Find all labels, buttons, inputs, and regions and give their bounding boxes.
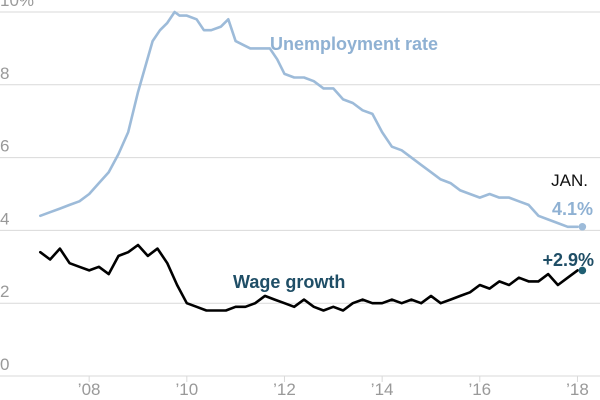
- unemployment-series-label: Unemployment rate: [270, 34, 438, 54]
- x-axis-ticks: ’08 ’10 ’12 ’14 ’16 ’18: [78, 376, 589, 399]
- y-axis-ticks: 0 2 4 6 8 10%: [0, 0, 34, 374]
- unemployment-rate-line: [38, 10, 579, 229]
- unemployment-end-value: 4.1%: [552, 199, 593, 219]
- x-tick-label: ’18: [566, 380, 589, 399]
- wage-growth-line: [38, 243, 579, 312]
- wage-end-marker: [578, 266, 587, 275]
- y-tick-label: 6: [0, 137, 9, 156]
- y-tick-label: 8: [0, 64, 9, 83]
- x-tick-label: ’10: [175, 380, 198, 399]
- month-label: JAN.: [551, 171, 588, 190]
- end-markers: [578, 222, 587, 275]
- x-tick-label: ’14: [371, 380, 394, 399]
- unemployment-end-marker: [578, 222, 587, 231]
- y-tick-label: 4: [0, 209, 9, 228]
- wage-end-value: +2.9%: [542, 250, 594, 270]
- wage-series-label: Wage growth: [233, 272, 345, 292]
- grid-lines: [0, 11, 600, 377]
- x-tick-label: ’16: [468, 380, 491, 399]
- x-tick-label: ’12: [273, 380, 296, 399]
- series-lines: [38, 10, 579, 312]
- y-tick-label: 2: [0, 282, 9, 301]
- y-tick-label: 10%: [0, 0, 34, 10]
- y-tick-label: 0: [0, 355, 9, 374]
- x-tick-label: ’08: [78, 380, 101, 399]
